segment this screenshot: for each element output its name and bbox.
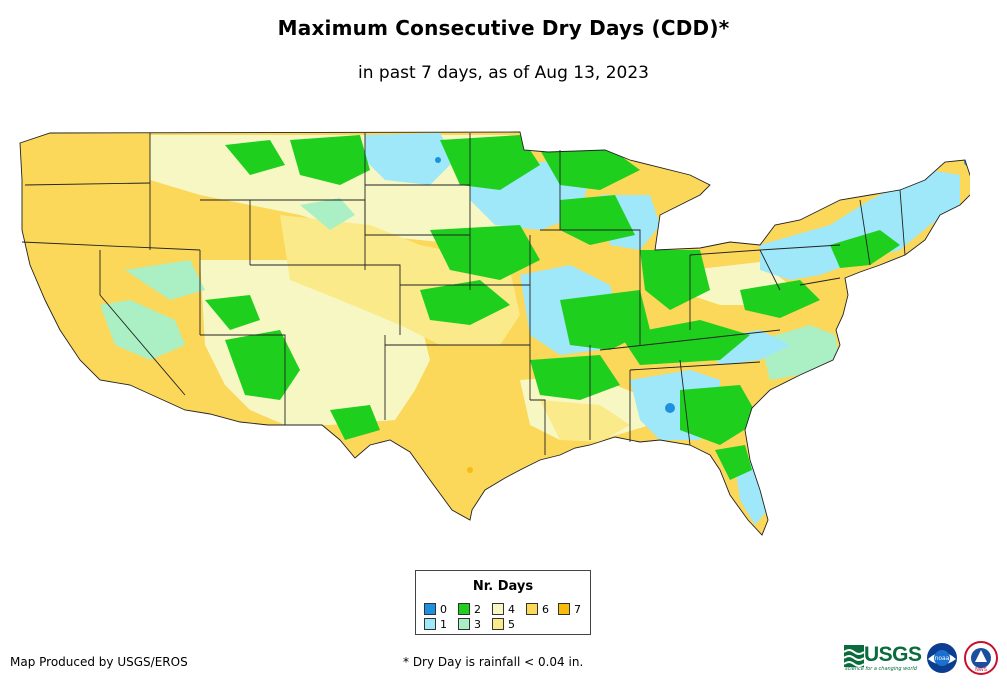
zone-2-wisconsin [560,195,635,245]
legend-item-7: 7 [558,603,581,616]
usgs-wordmark: USGS [864,643,922,666]
legend-swatch-6 [526,603,538,615]
zone-3-wyoming [300,198,355,230]
legend-swatch-3 [458,618,470,630]
us-dry-days-map [19,131,970,536]
zone-2-arkansas [530,355,620,400]
legend-label-7: 7 [574,603,581,616]
dry-day-footnote: * Dry Day is rainfall < 0.04 in. [403,655,584,669]
zone-3-nevada [125,260,205,300]
zone-2-illinois [640,250,710,310]
nws-logo-icon: NWS [964,641,998,675]
map-title: Maximum Consecutive Dry Days (CDD)* [277,16,730,40]
zone-2-newengland [830,230,900,268]
legend-item-1: 1 [424,618,447,631]
legend-label-6: 6 [542,603,549,616]
zone-5-gulf [540,400,630,442]
zone-2-arizona-east [225,330,300,400]
legend-swatch-2 [458,603,470,615]
zone-2-newmexico [330,405,380,440]
noaa-logo-text: noaa [935,655,950,662]
zone-3-california [100,300,185,360]
nws-logo-text: NWS [975,667,987,673]
legend-item-4: 4 [492,603,515,616]
legend-swatch-5 [492,618,504,630]
zone-2-alabama [680,385,760,445]
zone-1-dakotas [365,133,455,185]
zone-2-montana-west [225,140,285,175]
legend-swatch-4 [492,603,504,615]
usgs-tagline: science for a changing world [845,666,917,672]
legend-label-0: 0 [440,603,447,616]
legend-item-3: 3 [458,618,481,631]
legend-item-5: 5 [492,618,515,631]
map-subtitle: in past 7 days, as of Aug 13, 2023 [358,63,649,83]
legend-label-5: 5 [508,618,515,631]
legend-label-2: 2 [474,603,481,616]
legend-title: Nr. Days [472,579,534,594]
state-boundaries [19,131,970,536]
legend-label-4: 4 [508,603,515,616]
legend-item-2: 2 [458,603,481,616]
legend-label-3: 3 [474,618,481,631]
zone-2-minnesota [540,148,640,190]
zone-2-florida [715,445,752,480]
zone-1-northeast [760,170,960,280]
zone-2-utah [205,295,260,330]
zone-0-speck-midwest [435,157,441,163]
zone-0-speck-southeast [665,403,675,413]
legend-item-0: 0 [424,603,447,616]
zone-2-pennsylvania [740,280,820,318]
producer-credit: Map Produced by USGS/EROS [10,655,188,669]
legend-item-6: 6 [526,603,549,616]
zone-2-kansas [420,280,510,325]
agency-logos: USGS science for a changing world noaa N… [842,641,1002,686]
legend: Nr. Days 0 1 2 3 4 5 6 7 [415,570,591,635]
noaa-logo-icon: noaa [927,643,957,673]
zone-2-montana-north [290,135,370,185]
legend-swatch-7 [558,603,570,615]
usgs-logo: USGS science for a changing world [842,641,922,676]
legend-label-1: 1 [440,618,447,631]
usgs-wave-icon [844,645,864,667]
legend-swatch-1 [424,618,436,630]
zone-2-kentucky [620,320,750,365]
zone-2-northdakota [440,135,540,190]
zone-7-speck-texas [467,467,473,473]
legend-swatch-0 [424,603,436,615]
zone-2-iowa [430,225,540,280]
